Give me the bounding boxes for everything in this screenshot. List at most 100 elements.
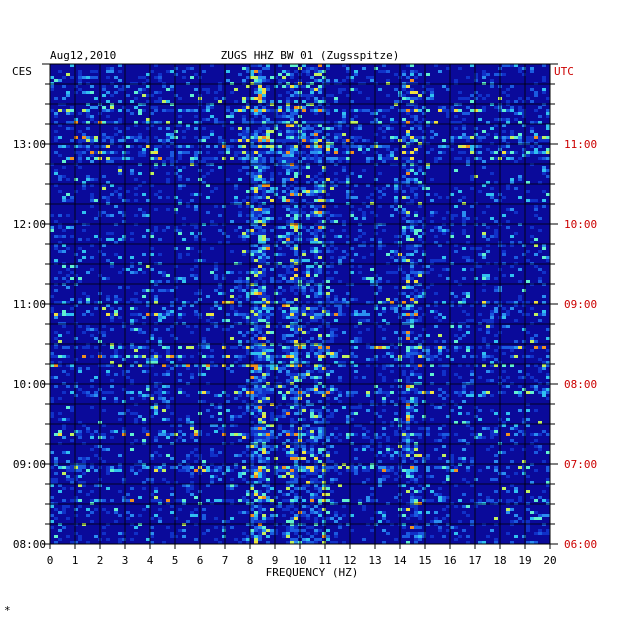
heatmap-cell — [302, 133, 306, 136]
heatmap-cell — [394, 433, 398, 436]
heatmap-cell — [274, 190, 278, 193]
heatmap-cell — [254, 301, 258, 304]
heatmap-cell — [190, 232, 194, 235]
heatmap-cell — [62, 355, 66, 358]
heatmap-cell — [386, 352, 390, 355]
heatmap-cell — [410, 151, 414, 154]
heatmap-cell — [66, 226, 70, 229]
heatmap-cell — [262, 193, 266, 196]
heatmap-cell — [270, 313, 274, 316]
heatmap-cell — [242, 79, 246, 82]
heatmap-cell — [110, 238, 114, 241]
heatmap-cell — [394, 271, 398, 274]
heatmap-cell — [518, 409, 522, 412]
heatmap-cell — [534, 346, 538, 349]
heatmap-cell — [326, 178, 330, 181]
heatmap-cell — [270, 187, 274, 190]
heatmap-cell — [226, 115, 230, 118]
heatmap-cell — [74, 469, 78, 472]
heatmap-cell — [286, 235, 290, 238]
heatmap-cell — [530, 130, 534, 133]
heatmap-cell — [62, 229, 66, 232]
heatmap-cell — [258, 205, 262, 208]
heatmap-cell — [502, 139, 506, 142]
heatmap-cell — [346, 124, 350, 127]
heatmap-cell — [466, 259, 470, 262]
heatmap-cell — [258, 85, 262, 88]
heatmap-cell — [482, 301, 486, 304]
heatmap-cell — [178, 391, 182, 394]
heatmap-cell — [66, 121, 70, 124]
heatmap-cell — [326, 280, 330, 283]
heatmap-cell — [486, 466, 490, 469]
heatmap-cell — [250, 460, 254, 463]
heatmap-cell — [366, 346, 370, 349]
heatmap-cell — [490, 217, 494, 220]
heatmap-cell — [334, 109, 338, 112]
heatmap-cell — [302, 376, 306, 379]
heatmap-cell — [50, 400, 54, 403]
heatmap-cell — [290, 217, 294, 220]
heatmap-cell — [290, 271, 294, 274]
heatmap-cell — [450, 460, 454, 463]
heatmap-cell — [410, 277, 414, 280]
heatmap-cell — [442, 109, 446, 112]
heatmap-cell — [246, 130, 250, 133]
heatmap-cell — [166, 145, 170, 148]
heatmap-cell — [322, 205, 326, 208]
heatmap-cell — [86, 136, 90, 139]
heatmap-cell — [370, 193, 374, 196]
heatmap-cell — [350, 211, 354, 214]
heatmap-cell — [418, 376, 422, 379]
heatmap-cell — [470, 427, 474, 430]
heatmap-cell — [54, 364, 58, 367]
heatmap-cell — [270, 418, 274, 421]
heatmap-cell — [90, 70, 94, 73]
heatmap-cell — [166, 178, 170, 181]
heatmap-cell — [70, 199, 74, 202]
heatmap-cell — [314, 106, 318, 109]
heatmap-cell — [462, 151, 466, 154]
heatmap-cell — [310, 94, 314, 97]
heatmap-cell — [222, 391, 226, 394]
heatmap-cell — [254, 376, 258, 379]
heatmap-cell — [258, 154, 262, 157]
heatmap-cell — [534, 208, 538, 211]
heatmap-cell — [90, 85, 94, 88]
heatmap-cell — [258, 94, 262, 97]
heatmap-cell — [182, 301, 186, 304]
heatmap-cell — [374, 232, 378, 235]
heatmap-cell — [266, 385, 270, 388]
heatmap-cell — [250, 292, 254, 295]
heatmap-cell — [190, 160, 194, 163]
heatmap-cell — [486, 121, 490, 124]
heatmap-cell — [206, 211, 210, 214]
heatmap-cell — [54, 112, 58, 115]
heatmap-cell — [538, 448, 542, 451]
heatmap-cell — [494, 73, 498, 76]
heatmap-cell — [462, 334, 466, 337]
heatmap-cell — [294, 205, 298, 208]
heatmap-cell — [346, 304, 350, 307]
heatmap-cell — [406, 235, 410, 238]
heatmap-cell — [258, 337, 262, 340]
heatmap-cell — [70, 121, 74, 124]
heatmap-cell — [462, 385, 466, 388]
heatmap-cell — [454, 340, 458, 343]
heatmap-cell — [422, 295, 426, 298]
heatmap-cell — [222, 346, 226, 349]
heatmap-cell — [522, 460, 526, 463]
heatmap-cell — [326, 301, 330, 304]
heatmap-cell — [254, 466, 258, 469]
heatmap-cell — [414, 172, 418, 175]
heatmap-cell — [258, 376, 262, 379]
heatmap-cell — [486, 391, 490, 394]
heatmap-cell — [382, 193, 386, 196]
heatmap-cell — [94, 70, 98, 73]
heatmap-cell — [150, 235, 154, 238]
heatmap-cell — [210, 169, 214, 172]
heatmap-cell — [306, 217, 310, 220]
heatmap-cell — [118, 79, 122, 82]
heatmap-cell — [58, 235, 62, 238]
heatmap-cell — [330, 127, 334, 130]
